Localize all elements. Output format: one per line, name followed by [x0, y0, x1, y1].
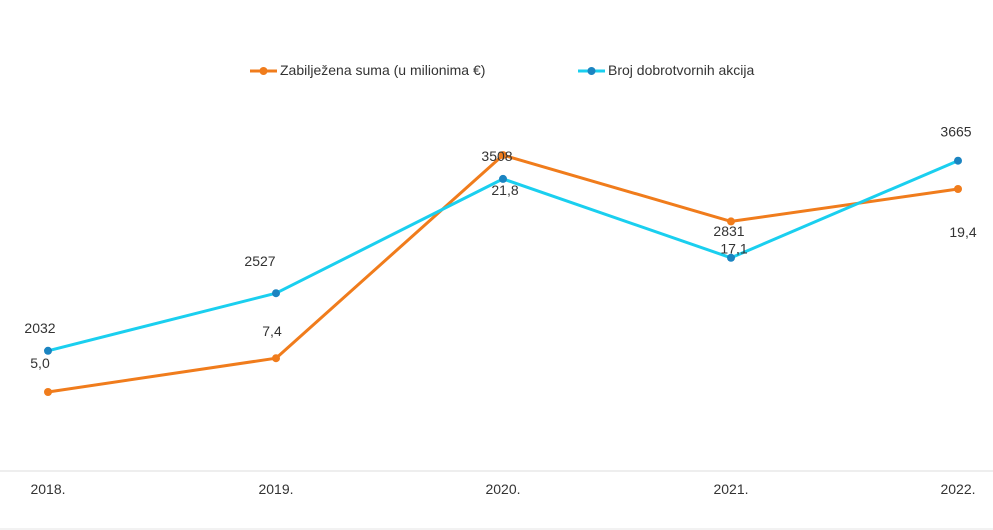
data-label-suma-5: 19,4 [949, 224, 976, 240]
series-layer [44, 151, 962, 396]
data-point-suma-1[interactable] [44, 388, 52, 396]
data-label-akcije-4: 2831 [713, 223, 744, 239]
legend-label-akcije: Broj dobrotvornih akcija [608, 62, 755, 78]
chart-legend: Zabilježena suma (u milionima €) Broj dob… [250, 62, 755, 78]
legend-item-akcije[interactable]: Broj dobrotvornih akcija [578, 62, 755, 78]
data-label-suma-2: 7,4 [262, 323, 282, 339]
x-tick-label-2: 2019. [258, 481, 293, 497]
x-tick-label-4: 2021. [713, 481, 748, 497]
data-point-suma-4[interactable] [727, 217, 735, 226]
x-tick-label-3: 2020. [485, 481, 520, 497]
data-point-akcije-3[interactable] [499, 174, 507, 183]
legend-marker-suma [259, 67, 268, 75]
data-label-suma-3: 21,8 [491, 182, 518, 198]
legend-marker-akcije [587, 67, 596, 75]
data-point-akcije-2[interactable] [272, 289, 280, 298]
x-axis-ticks: 2018. 2019. 2020. 2021. 2022. [30, 481, 975, 497]
data-point-akcije-5[interactable] [954, 156, 962, 165]
data-point-akcije-1[interactable] [44, 346, 52, 355]
data-label-akcije-1: 2032 [24, 320, 55, 336]
legend-item-suma[interactable]: Zabilježena suma (u milionima €) [250, 62, 485, 78]
data-labels-layer: 5,0 7,4 21,8 17,1 19,4 2032 2527 3508 2831 3665 [24, 124, 976, 371]
data-point-suma-5[interactable] [954, 185, 962, 193]
x-tick-label-5: 2022. [940, 481, 975, 497]
data-label-suma-4: 17,1 [720, 240, 747, 256]
data-point-suma-2[interactable] [272, 354, 280, 363]
data-point-suma-3[interactable] [499, 151, 507, 160]
data-label-akcije-5: 3665 [940, 124, 971, 140]
data-label-suma-1: 5,0 [30, 355, 50, 371]
data-label-akcije-3: 3508 [481, 148, 512, 164]
x-tick-label-1: 2018. [30, 481, 65, 497]
data-label-akcije-2: 2527 [244, 253, 275, 269]
data-point-akcije-4[interactable] [727, 253, 735, 262]
legend-label-suma: Zabilježena suma (u milionima €) [280, 62, 485, 78]
